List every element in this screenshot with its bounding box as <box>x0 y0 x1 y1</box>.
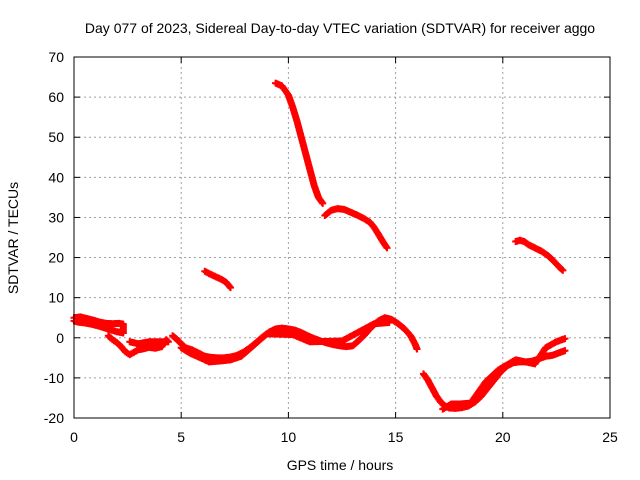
axis-ticks: -20 -10 0 10 20 30 40 50 60 70 0 5 10 15 20 25 <box>44 49 618 445</box>
series-arc-early-band-a <box>70 313 127 337</box>
series-arc-spike <box>272 79 327 207</box>
data-points <box>70 79 569 413</box>
y-tick-label: 0 <box>56 330 64 346</box>
series-band <box>420 335 568 412</box>
series-arc-late-high <box>512 236 567 274</box>
y-axis-label: SDTVAR / TECUs <box>5 182 21 294</box>
x-axis-label: GPS time / hours <box>287 457 394 473</box>
y-tick-label: 70 <box>48 49 64 65</box>
series-band <box>105 333 171 358</box>
y-tick-label: -20 <box>44 410 64 426</box>
y-tick-label: 60 <box>48 89 64 105</box>
x-tick-label: 20 <box>495 429 511 445</box>
x-tick-label: 25 <box>602 429 618 445</box>
series-arc-short-mid <box>201 267 235 292</box>
series-band <box>71 313 127 337</box>
y-tick-label: 10 <box>48 290 64 306</box>
x-tick-label: 5 <box>177 429 185 445</box>
series-arc-early-band-b <box>104 332 172 359</box>
series-band <box>170 314 421 366</box>
y-tick-label: -10 <box>44 370 64 386</box>
y-tick-label: 40 <box>48 169 64 185</box>
x-tick-label: 0 <box>70 429 78 445</box>
series-band <box>513 237 566 273</box>
series-band <box>322 205 390 251</box>
plot-frame <box>73 56 611 419</box>
x-tick-label: 15 <box>388 429 404 445</box>
series-arc-late-dip <box>419 335 569 413</box>
y-tick-label: 30 <box>48 209 64 225</box>
series-band <box>202 268 234 291</box>
y-tick-label: 20 <box>48 250 64 266</box>
series-arc-main-low <box>169 314 421 366</box>
y-tick-label: 50 <box>48 129 64 145</box>
series-band <box>273 80 326 206</box>
chart-title: Day 077 of 2023, Sidereal Day-to-day VTE… <box>85 20 595 36</box>
grid <box>74 57 610 418</box>
x-tick-label: 10 <box>281 429 297 445</box>
series-arc-upper-hump <box>321 205 391 252</box>
